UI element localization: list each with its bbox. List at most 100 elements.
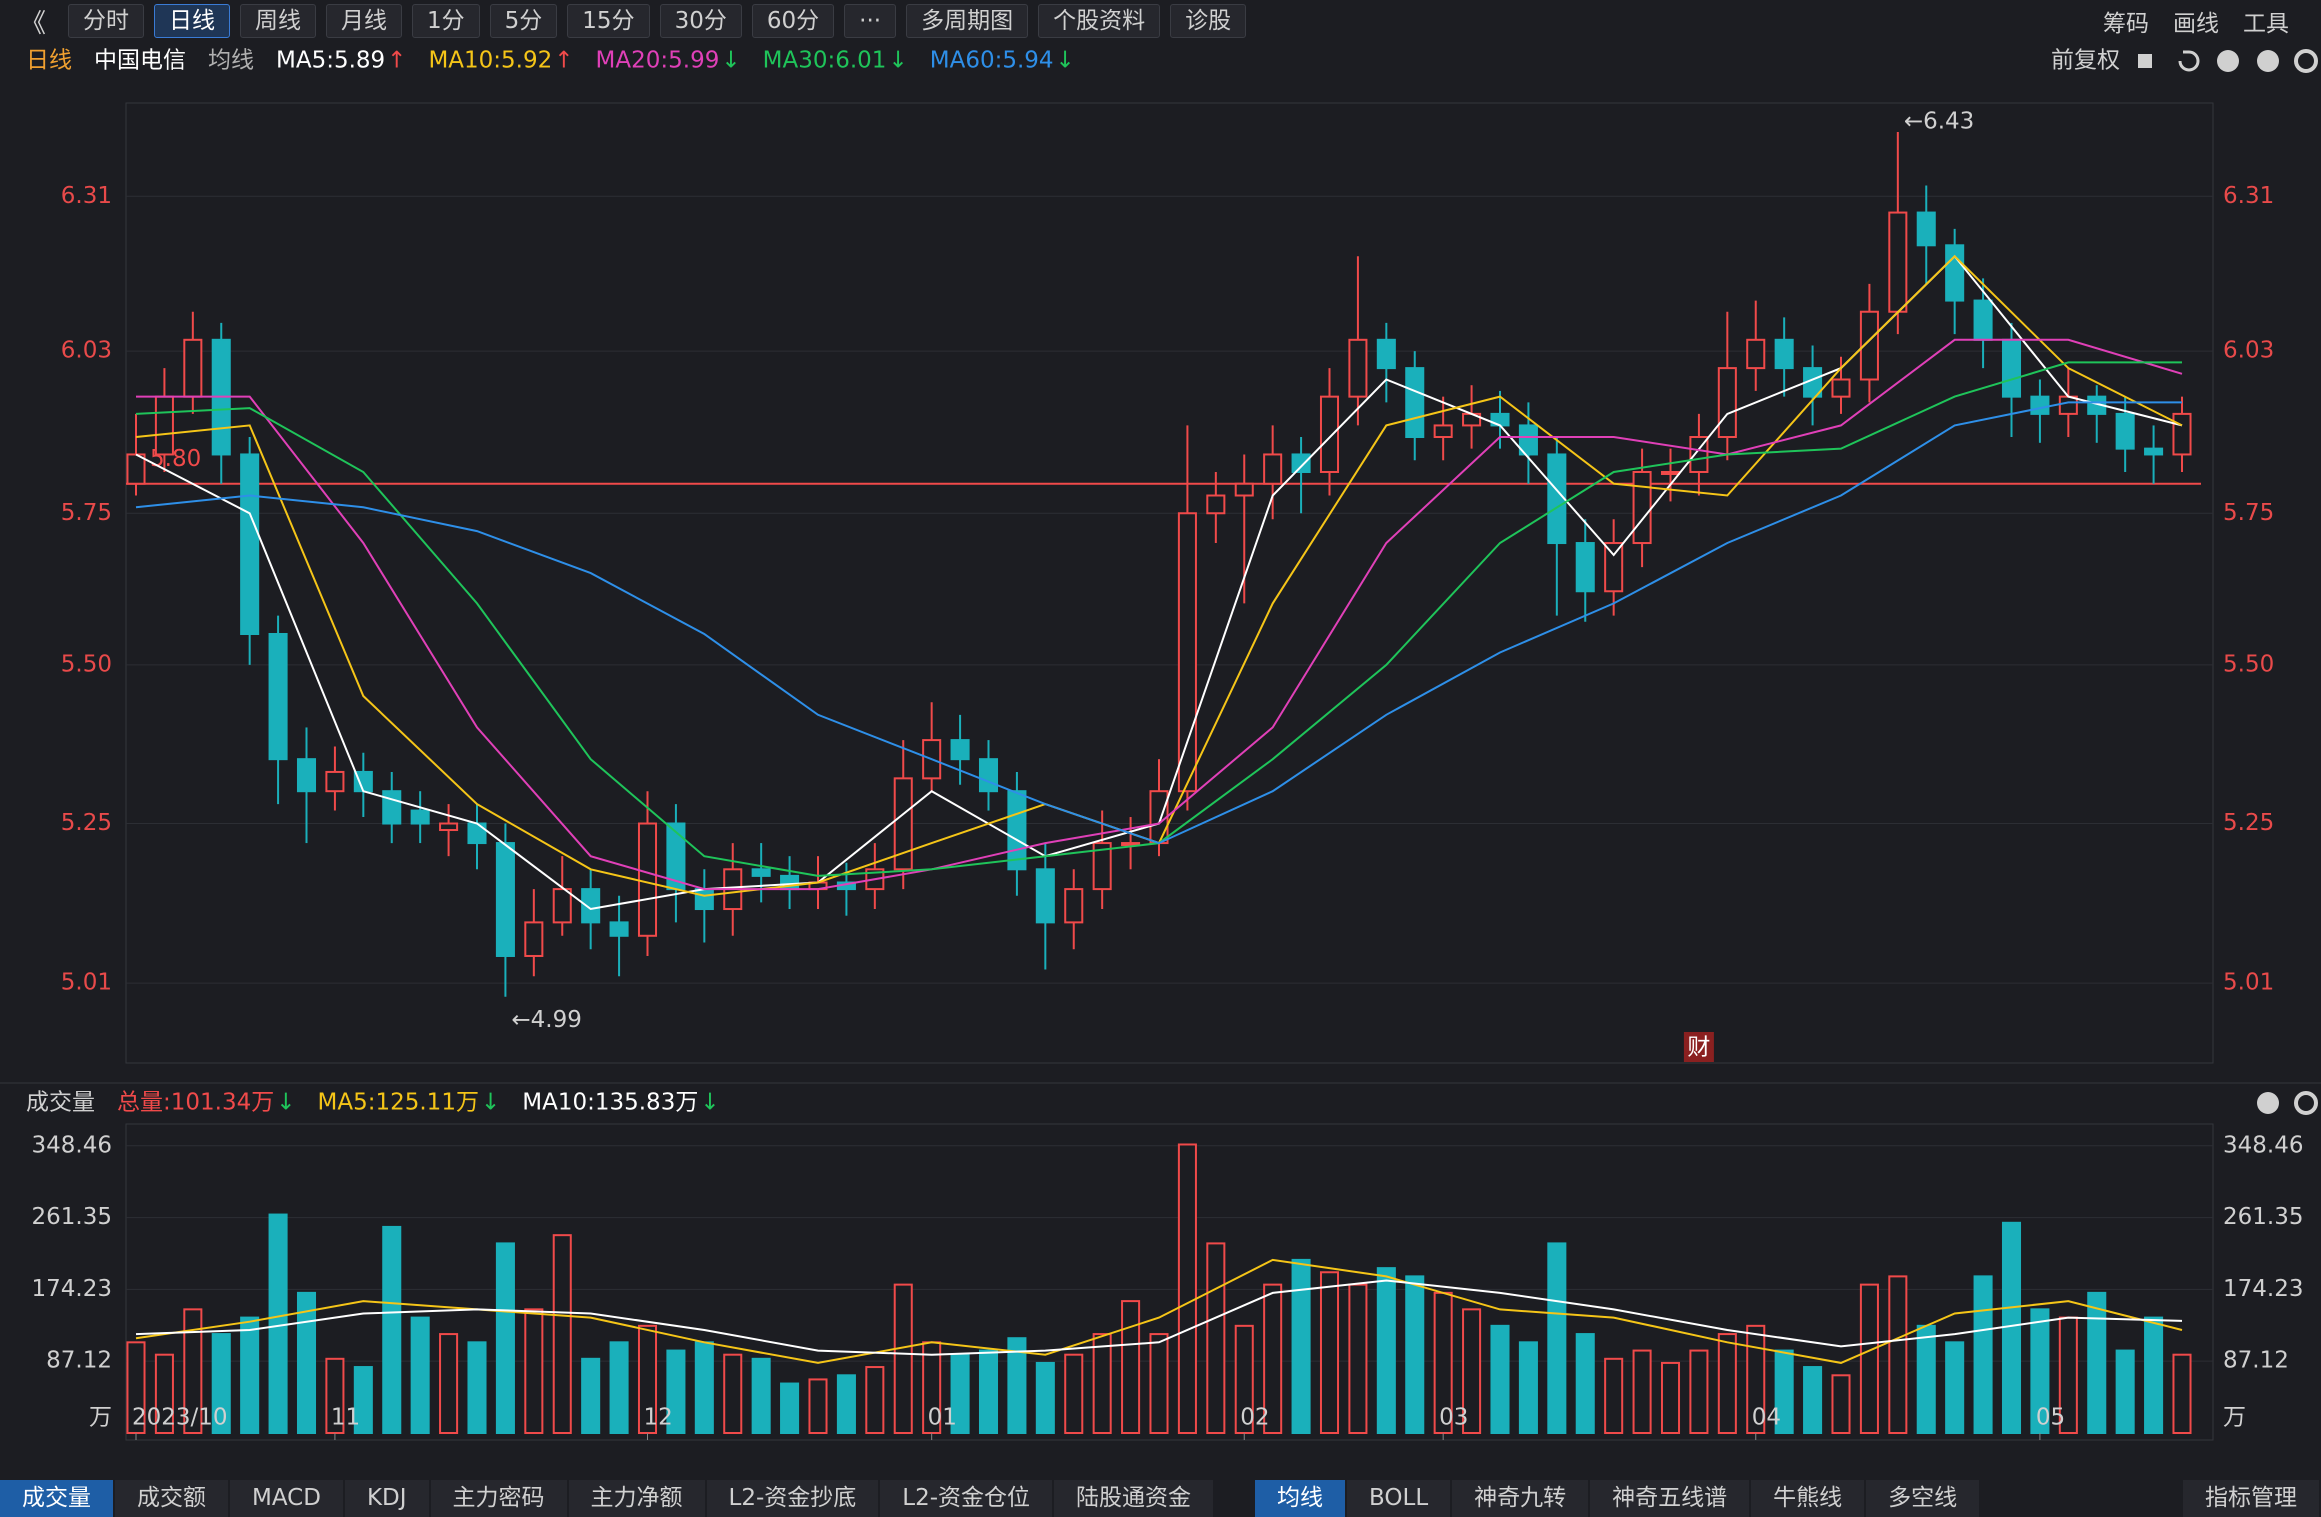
volume-bar xyxy=(978,1349,999,1435)
period-button[interactable]: 60分 xyxy=(751,4,835,38)
volume-bar xyxy=(865,1366,885,1435)
adjust-label: 前复权 xyxy=(2051,48,2120,74)
price-annotation: ←4.99 xyxy=(511,1007,581,1033)
volume-bar xyxy=(1831,1374,1851,1434)
y-tick-label: 5.01 xyxy=(61,970,112,996)
volume-bar xyxy=(1632,1349,1652,1435)
period-button[interactable]: 周线 xyxy=(240,4,317,38)
period-button[interactable]: 月线 xyxy=(326,4,403,38)
period-button[interactable]: 多周期图 xyxy=(906,4,1029,38)
volume-bar xyxy=(1319,1271,1340,1434)
indicator-tab[interactable]: 神奇五线谱 xyxy=(1590,1480,1752,1517)
y-tick-label: 261.35 xyxy=(32,1204,112,1230)
indicator-tab[interactable]: L2-资金仓位 xyxy=(880,1480,1055,1517)
candle-body xyxy=(950,739,970,761)
candle-body xyxy=(2058,395,2078,415)
candle-body xyxy=(1916,211,1936,247)
tool-button[interactable]: 画线 xyxy=(2173,11,2219,37)
candle-body xyxy=(1518,424,1538,456)
indicator-tab[interactable]: 多空线 xyxy=(1866,1480,1982,1517)
volume-bar xyxy=(382,1225,402,1435)
candle-body xyxy=(1717,367,1737,439)
period-button[interactable]: 分时 xyxy=(68,4,145,38)
candle-body xyxy=(552,888,572,924)
zoom-out-icon[interactable] xyxy=(2257,50,2279,72)
y-tick-label: 87.12 xyxy=(46,1348,112,1374)
volume-bar xyxy=(1774,1349,1794,1435)
tool-button[interactable]: 工具 xyxy=(2243,11,2289,37)
back-button[interactable]: 《 xyxy=(20,8,47,39)
close-icon[interactable] xyxy=(2257,1092,2279,1114)
candle-body xyxy=(1632,470,1652,545)
indicator-manage[interactable]: 指标管理 xyxy=(2183,1480,2321,1517)
candle-body xyxy=(1547,453,1567,545)
volume-bar xyxy=(2144,1316,2164,1435)
volume-bar xyxy=(1291,1258,1311,1434)
settings-icon[interactable] xyxy=(2294,49,2318,73)
period-button[interactable]: ··· xyxy=(844,4,897,38)
price-frame xyxy=(125,102,2214,1064)
volume-bar xyxy=(524,1308,544,1434)
volume-bar xyxy=(211,1333,231,1434)
y-tick-label: 174.23 xyxy=(32,1276,112,1302)
legend-trend: ↑ xyxy=(554,48,573,74)
y-tick-label: 5.25 xyxy=(61,810,112,836)
indicator-tab[interactable]: 陆股通资金 xyxy=(1054,1480,1216,1517)
indicator-tab[interactable]: 成交额 xyxy=(115,1480,230,1517)
ma-line xyxy=(135,401,2182,845)
y-tick-label: 6.31 xyxy=(2223,183,2274,209)
indicator-tab[interactable]: L2-资金抄底 xyxy=(706,1480,881,1517)
legend-entry: 总量:101.34万 xyxy=(117,1090,274,1116)
volume-bar xyxy=(268,1213,288,1435)
x-tick-label: 11 xyxy=(331,1405,360,1431)
volume-bar xyxy=(836,1374,856,1434)
ma-line xyxy=(136,338,2183,891)
period-button[interactable]: 个股资料 xyxy=(1038,4,1161,38)
volume-bar xyxy=(1689,1349,1709,1435)
indicator-tab[interactable]: 成交量 xyxy=(0,1480,115,1517)
period-button[interactable]: 5分 xyxy=(489,4,558,38)
volume-bar xyxy=(240,1316,260,1435)
period-button[interactable]: 诊股 xyxy=(1170,4,1247,38)
candle-body xyxy=(1433,424,1453,439)
period-button[interactable]: 1分 xyxy=(412,4,480,38)
candle-body xyxy=(439,822,459,832)
volume-bar xyxy=(1007,1337,1027,1435)
indicator-tab[interactable]: 均线 xyxy=(1255,1480,1348,1517)
candle-body xyxy=(694,888,714,911)
indicator-tab[interactable]: 神奇九转 xyxy=(1452,1480,1591,1517)
settings-icon[interactable] xyxy=(2294,1091,2318,1115)
toolbar-right: 筹码 画线 工具 xyxy=(2091,4,2301,38)
y-tick-label: 5.75 xyxy=(2223,500,2274,526)
candle-body xyxy=(581,888,601,924)
volume-bar xyxy=(410,1316,430,1435)
volume-bar xyxy=(751,1357,771,1434)
undo-icon[interactable] xyxy=(2178,50,2200,72)
zoom-in-icon[interactable] xyxy=(2217,50,2239,72)
period-button[interactable]: 30分 xyxy=(659,4,742,38)
volume-bar xyxy=(1376,1267,1396,1434)
indicator-tab[interactable]: BOLL xyxy=(1347,1480,1453,1517)
indicator-tab[interactable]: 主力密码 xyxy=(430,1480,569,1517)
volume-bar xyxy=(353,1366,373,1435)
x-tick-label: 12 xyxy=(644,1405,673,1431)
period-button[interactable]: 15分 xyxy=(567,4,650,38)
indicator-tab[interactable]: KDJ xyxy=(344,1480,431,1517)
candle-body xyxy=(1604,542,1624,593)
candle-body xyxy=(1263,453,1283,485)
tool-button[interactable]: 筹码 xyxy=(2103,11,2149,37)
volume-bar xyxy=(2001,1221,2022,1434)
candle-body xyxy=(1035,868,1055,924)
unit-label: 万 xyxy=(2223,1405,2246,1431)
period-button[interactable]: 日线 xyxy=(154,4,231,38)
indicator-tab[interactable]: 主力净额 xyxy=(568,1480,707,1517)
volume-bar xyxy=(495,1242,515,1434)
lock-icon[interactable] xyxy=(2138,54,2152,68)
legend-trend: ↓ xyxy=(888,48,907,74)
volume-bar xyxy=(1518,1341,1538,1435)
indicator-tab[interactable]: 牛熊线 xyxy=(1751,1480,1867,1517)
indicator-tab[interactable]: MACD xyxy=(230,1480,345,1517)
x-tick-label: 05 xyxy=(2036,1405,2065,1431)
candle-body xyxy=(609,921,629,937)
